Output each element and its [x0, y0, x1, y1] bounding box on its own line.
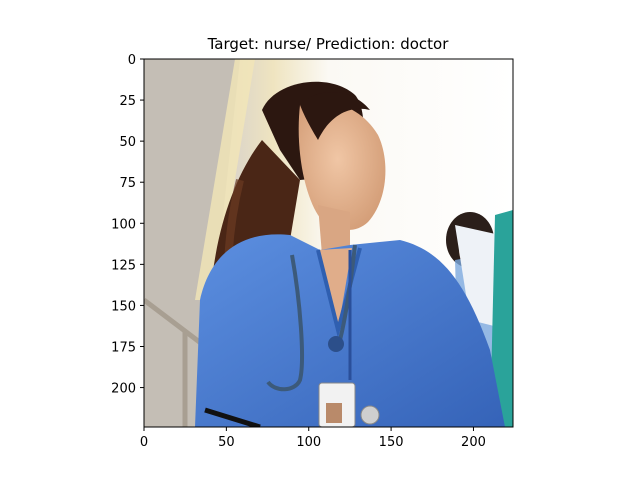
y-tick-label: 0: [128, 53, 136, 68]
y-tick-label: 100: [111, 217, 136, 232]
y-tick-label: 175: [111, 341, 136, 356]
y-tick-label: 25: [119, 94, 136, 109]
x-tick-label: 0: [140, 435, 148, 450]
y-axis: 0 25 50 75 100 125 150 175 200: [111, 53, 144, 397]
x-tick-label: 100: [296, 435, 321, 450]
x-axis: 0 50 100 150 200: [140, 427, 486, 450]
axes-frame: [143, 58, 514, 428]
figure-title: Target: nurse/ Prediction: doctor: [207, 35, 450, 53]
x-tick-label: 200: [461, 435, 486, 450]
y-tick-label: 125: [111, 258, 136, 273]
y-tick-label: 75: [119, 176, 136, 191]
x-tick-label: 50: [218, 435, 235, 450]
nurse-figure: [195, 81, 505, 427]
photo-image: [144, 59, 513, 427]
y-tick-label: 50: [119, 135, 136, 150]
y-tick-label: 200: [111, 382, 136, 397]
y-tick-label: 150: [111, 299, 136, 314]
x-tick-label: 150: [379, 435, 404, 450]
